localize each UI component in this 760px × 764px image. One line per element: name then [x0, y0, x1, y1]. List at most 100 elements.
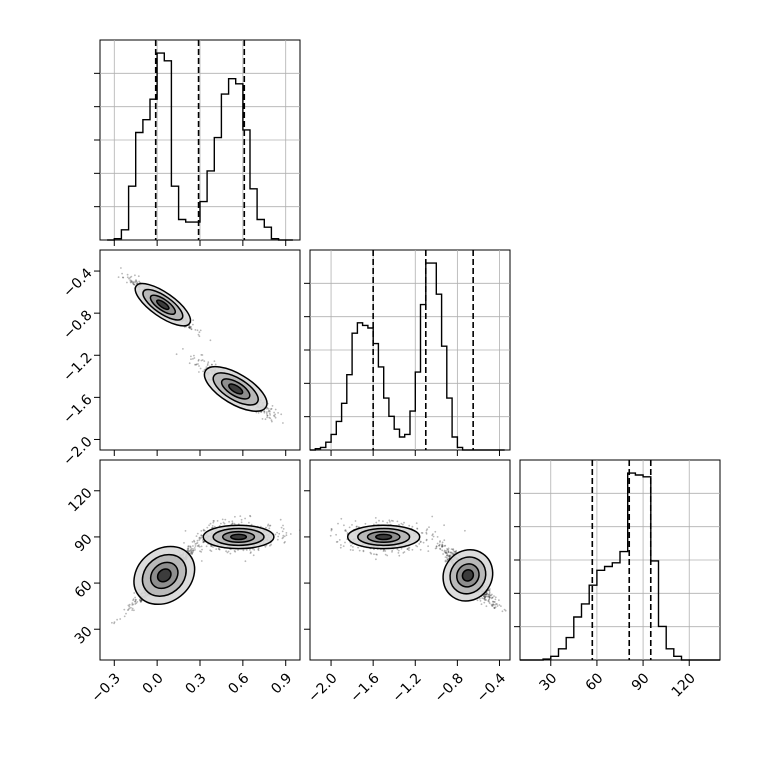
x-y-joint-point	[188, 325, 191, 328]
y-z-joint-point	[495, 603, 497, 605]
x-y-joint-point	[126, 281, 128, 284]
x-z-joint-point	[198, 539, 201, 541]
y-z-joint-point	[491, 593, 493, 596]
y-z-joint-point	[483, 597, 486, 599]
x-z-joint-point	[244, 517, 247, 520]
y-z-joint-point	[352, 546, 354, 548]
y-z-joint-point	[489, 594, 492, 597]
y-z-joint-point	[431, 538, 434, 541]
x-y-joint-point	[134, 280, 137, 283]
x-y-joint-point	[132, 282, 134, 285]
x-z-joint-point	[200, 536, 203, 539]
x-z-joint-point	[257, 547, 260, 550]
x-z-joint-point	[113, 621, 116, 623]
y-z-joint-point	[330, 528, 333, 531]
y-z-joint-point	[441, 541, 444, 544]
y-z-joint-point	[356, 525, 358, 528]
y-z-joint-point	[396, 520, 399, 523]
x-y-joint-point	[198, 331, 201, 334]
y-z-joint-point	[449, 551, 452, 554]
y-z-joint-point	[447, 550, 450, 553]
x-y-joint-point	[133, 283, 135, 286]
x-z-joint-point	[217, 547, 220, 550]
y-z-joint-point	[438, 543, 441, 546]
y-z-joint-point	[488, 589, 491, 592]
x-y-joint-contour	[228, 383, 244, 395]
y-z-joint-point	[488, 602, 491, 605]
x-z-joint-xtick-label: 0.0	[140, 670, 167, 697]
y-z-joint-point	[451, 548, 454, 551]
y-z-joint-point	[496, 605, 499, 607]
y-z-joint-point	[446, 558, 449, 561]
x-z-joint-point	[113, 622, 115, 625]
x-y-joint-point	[197, 358, 200, 361]
x-z-joint-point	[249, 552, 252, 554]
x-marginal-histogram-step	[107, 52, 293, 241]
y-z-joint-point	[452, 552, 455, 555]
x-y-joint-point	[189, 327, 191, 329]
x-z-joint-point	[234, 515, 236, 518]
x-z-joint-point	[253, 549, 256, 551]
x-z-joint-point	[208, 524, 211, 527]
y-z-joint-point	[485, 599, 488, 601]
x-z-joint-frame	[99, 459, 301, 661]
y-z-joint-point	[483, 595, 485, 598]
x-y-joint-point	[206, 364, 209, 367]
x-z-joint-point	[233, 522, 236, 525]
y-z-joint-point	[439, 548, 442, 551]
y-z-joint-point	[489, 588, 491, 590]
x-z-joint-point	[225, 550, 228, 553]
x-z-joint-point	[281, 537, 284, 540]
x-y-joint-point	[266, 414, 269, 417]
y-z-joint-point	[431, 534, 434, 537]
panel-y-z-joint: −2.0 −1.6 −1.2 −0.8 −0.4	[304, 459, 511, 706]
y-z-joint-point	[443, 545, 446, 547]
x-y-joint-point	[130, 275, 133, 278]
y-z-joint-point	[488, 600, 490, 603]
x-z-joint-point	[283, 541, 286, 544]
y-z-joint-point	[373, 553, 375, 556]
y-z-joint-point	[435, 547, 438, 549]
x-z-joint-point	[276, 538, 279, 541]
x-z-joint-point	[136, 601, 139, 603]
x-y-joint-point	[266, 406, 269, 409]
x-y-joint-point	[122, 276, 125, 279]
y-z-joint-point	[494, 606, 497, 609]
x-z-joint-point	[127, 609, 129, 611]
y-z-joint-point	[390, 519, 393, 522]
x-z-joint-point	[116, 618, 118, 621]
y-z-joint-point	[493, 606, 496, 609]
x-z-joint-point	[123, 608, 126, 611]
x-y-joint-point	[134, 281, 136, 284]
y-z-joint-point	[374, 517, 377, 519]
x-y-joint-point	[135, 282, 138, 285]
y-z-joint-point	[419, 541, 422, 543]
x-z-joint-point	[134, 599, 137, 601]
x-z-joint-point	[268, 527, 271, 530]
panel-x-marginal	[94, 39, 301, 246]
y-z-joint-point	[425, 531, 428, 534]
y-z-joint-point	[337, 522, 339, 525]
x-y-joint-point	[190, 328, 193, 330]
x-y-joint-point	[192, 358, 194, 360]
y-z-joint-point	[444, 544, 447, 547]
y-z-joint-point	[443, 549, 446, 552]
y-z-joint-point	[491, 604, 493, 607]
y-z-joint-point	[375, 558, 377, 561]
y-z-joint-point	[441, 543, 444, 546]
z-marginal-xtick-label: 30	[536, 670, 560, 694]
x-y-joint-point	[190, 328, 193, 331]
x-y-joint-point	[210, 363, 213, 366]
x-z-joint-point	[132, 603, 135, 606]
y-z-joint-point	[441, 545, 444, 547]
x-z-joint-ytick-label: 120	[65, 485, 95, 515]
y-z-joint-point	[488, 596, 491, 599]
x-z-joint-point	[132, 598, 135, 601]
x-y-joint-point	[265, 411, 268, 414]
y-z-joint-point	[415, 522, 418, 525]
x-z-joint-point	[192, 545, 194, 547]
y-z-joint-point	[483, 597, 486, 600]
x-y-joint-ytick-label: −1.6	[60, 392, 95, 427]
x-z-joint-point	[202, 540, 205, 543]
